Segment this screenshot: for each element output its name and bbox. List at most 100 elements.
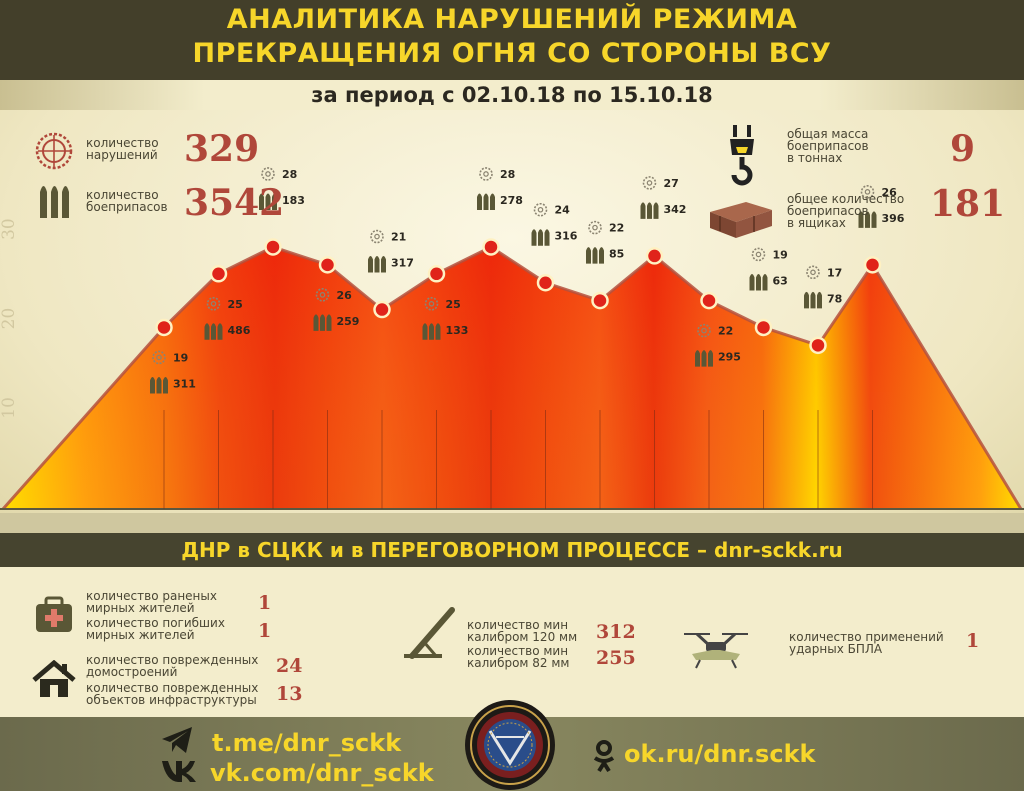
ammo-count-label: 311 <box>173 377 196 390</box>
area-outline <box>1 245 1023 510</box>
boxes-value: 181 <box>930 183 1006 225</box>
wounded-label-line2: мирных жителей <box>86 601 195 615</box>
data-point <box>482 238 500 256</box>
killed-label: количество погибших мирных жителей <box>86 617 225 641</box>
ammo-count-label: 259 <box>337 315 360 328</box>
vk-link[interactable]: vk.com/dnr_sckk <box>210 759 434 787</box>
shells-icon <box>749 273 768 291</box>
mass-label-line3: в тоннах <box>787 151 843 165</box>
gear-icon <box>642 176 657 190</box>
data-point <box>318 256 337 274</box>
mass-value: 9 <box>950 128 976 170</box>
drone-value: 1 <box>966 630 980 652</box>
data-point <box>536 273 555 292</box>
ammo-label-line2: боеприпасов <box>86 200 168 214</box>
ammo-count-label: 278 <box>500 194 523 207</box>
violations-label-line1: количество <box>86 136 159 150</box>
killed-label-line2: мирных жителей <box>86 628 195 642</box>
wounded-value: 1 <box>258 592 272 614</box>
homes-label: количество поврежденных домостроений <box>86 654 258 678</box>
telegram-link[interactable]: t.me/dnr_sckk <box>212 729 402 757</box>
x-axis-bar <box>0 513 1024 533</box>
data-point <box>645 247 664 265</box>
drone-label: количество применений ударных БПЛА <box>789 631 944 655</box>
boxes-label-line2: боеприпасов <box>787 204 869 218</box>
vk-icon[interactable] <box>160 757 196 783</box>
shells-icon <box>531 229 550 246</box>
shells-icon <box>368 256 386 273</box>
shells-icon <box>586 247 604 264</box>
ammo-count-label: 316 <box>555 230 578 243</box>
violations-value: 329 <box>184 128 260 170</box>
header-bar <box>0 0 1024 80</box>
mines82-label: количество мин калибром 82 мм <box>467 645 570 669</box>
shells-icon <box>40 186 69 218</box>
data-point <box>264 238 282 256</box>
shells-icon <box>477 193 495 210</box>
telegram-icon[interactable] <box>160 725 194 755</box>
wounded-label: количество раненых мирных жителей <box>86 590 217 614</box>
house-icon <box>32 660 76 697</box>
y-tick-label: 20 <box>0 308 19 330</box>
period-label: за период с 02.10.18 по 15.10.18 <box>311 83 713 107</box>
data-point <box>863 256 882 274</box>
lower-stats-panel <box>0 567 1024 717</box>
ok-icon[interactable] <box>592 739 616 773</box>
violations-count-label: 21 <box>391 231 406 244</box>
data-point <box>373 300 391 319</box>
gear-icon <box>479 167 493 181</box>
gear-icon <box>806 265 820 280</box>
crane-hook-icon <box>730 125 754 186</box>
violations-count-label: 22 <box>609 222 624 235</box>
crosshair-icon <box>35 132 73 170</box>
ammo-count-label: 396 <box>882 212 905 225</box>
infra-label: количество поврежденных объектов инфраст… <box>86 682 258 706</box>
website-band <box>0 533 1024 567</box>
homes-value: 24 <box>276 655 303 677</box>
mines120-label-line2: калибром 120 мм <box>467 630 578 644</box>
data-point <box>809 336 827 355</box>
gear-icon <box>533 202 548 217</box>
violations-count-label: 17 <box>827 266 842 279</box>
violations-count-label: 19 <box>773 248 788 261</box>
violations-count-label: 27 <box>664 177 679 190</box>
killed-label-line1: количество погибших <box>86 616 225 630</box>
ammo-label: количество боеприпасов <box>86 189 168 213</box>
violations-label-line2: нарушений <box>86 148 158 162</box>
violations-label: количество нарушений <box>86 137 159 161</box>
data-point <box>209 265 228 283</box>
ammo-count-label: 133 <box>446 324 469 337</box>
ammo-count-label: 78 <box>827 292 842 305</box>
boxes-label-line3: в ящиках <box>787 216 846 230</box>
drone-label-line1: количество применений <box>789 630 944 644</box>
shells-icon <box>422 323 441 340</box>
violations-count-label: 25 <box>228 298 243 311</box>
emblem-icon <box>465 700 555 790</box>
ammo-count-label: 85 <box>609 248 624 261</box>
mines82-value: 255 <box>596 647 636 669</box>
y-tick-label: 10 <box>0 397 19 419</box>
violations-count-label: 25 <box>446 298 461 311</box>
ok-link[interactable]: ok.ru/dnr.sckk <box>624 740 816 768</box>
violations-count-label: 28 <box>282 168 297 181</box>
drone-label-line2: ударных БПЛА <box>789 642 883 656</box>
violations-count-label: 28 <box>500 168 515 181</box>
data-point <box>427 265 446 283</box>
infra-value: 13 <box>276 683 303 705</box>
mortar-icon <box>404 607 455 659</box>
shells-icon <box>150 376 168 394</box>
mass-label-line1: общая масса <box>787 127 869 141</box>
violations-count-label: 22 <box>718 325 733 338</box>
mines120-label-line1: количество мин <box>467 618 569 632</box>
y-tick-label: 30 <box>0 218 19 240</box>
gear-icon <box>370 229 384 244</box>
mines120-label: количество мин калибром 120 мм <box>467 619 577 643</box>
wounded-label-line1: количество раненых <box>86 589 217 603</box>
ammo-count-label: 317 <box>391 257 414 270</box>
gear-icon <box>261 167 275 181</box>
shells-icon <box>313 314 332 331</box>
mines82-label-line2: калибром 82 мм <box>467 656 570 670</box>
ammo-crate-icon <box>710 202 772 238</box>
ammo-count-label: 342 <box>664 203 687 216</box>
shells-icon <box>695 350 713 367</box>
